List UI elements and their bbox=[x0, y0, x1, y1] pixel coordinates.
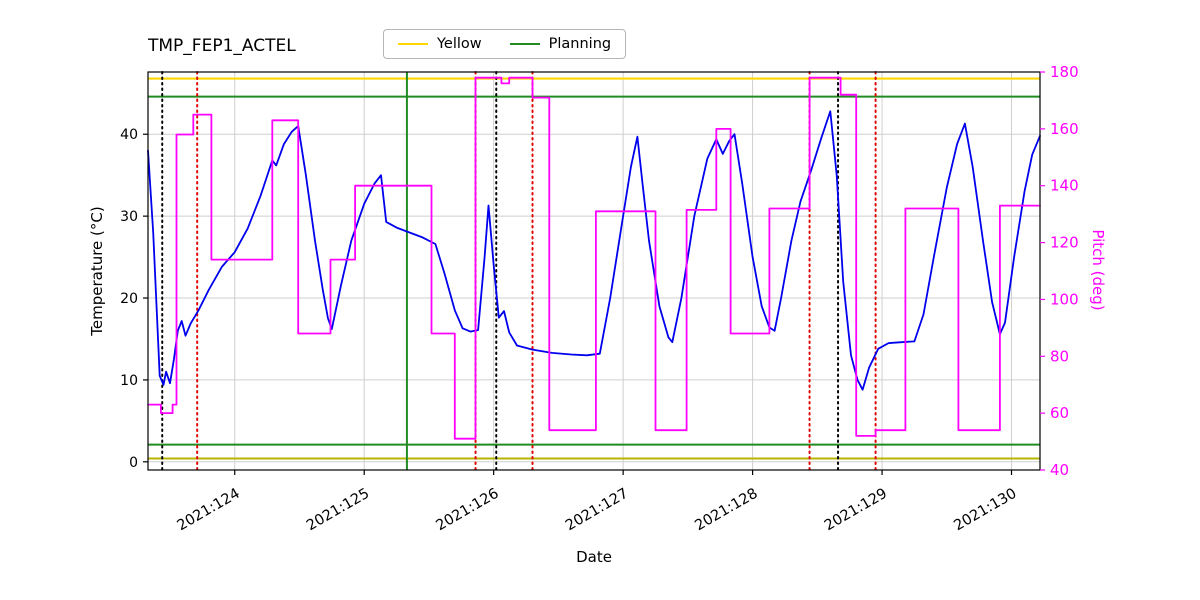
x-tick-label: 2021:129 bbox=[822, 486, 890, 535]
x-tick-label: 2021:127 bbox=[563, 486, 631, 535]
legend-label-yellow: Yellow bbox=[437, 36, 482, 52]
y-tick-label-right: 100 bbox=[1050, 290, 1079, 308]
y-tick-label-right: 80 bbox=[1050, 347, 1069, 365]
y-axis-label-left: Temperature (°C) bbox=[88, 206, 106, 336]
y-tick-label-right: 180 bbox=[1050, 63, 1079, 81]
x-tick-label: 2021:130 bbox=[951, 486, 1019, 535]
planning-line-icon bbox=[509, 43, 540, 45]
axes-spines bbox=[147, 71, 1041, 471]
pitch-line bbox=[147, 76, 1041, 440]
y-tick-label-left: 20 bbox=[120, 291, 138, 307]
x-axis-label: Date bbox=[576, 548, 612, 566]
y-tick-label-right: 120 bbox=[1050, 234, 1079, 252]
y-tick-label-right: 60 bbox=[1050, 404, 1069, 422]
y-axis-label-right: Pitch (deg) bbox=[1089, 229, 1107, 311]
legend-item-yellow: Yellow bbox=[398, 36, 482, 52]
y-tick-label-left: 30 bbox=[120, 209, 138, 225]
y-tick-label-left: 40 bbox=[120, 127, 138, 143]
y-tick-label-right: 140 bbox=[1050, 177, 1079, 195]
y-tick-label-left: 0 bbox=[129, 455, 138, 471]
temperature-line bbox=[147, 110, 1041, 391]
x-tick-label: 2021:128 bbox=[692, 486, 760, 535]
legend-item-planning: Planning bbox=[509, 36, 612, 52]
chart-title: TMP_FEP1_ACTEL bbox=[148, 36, 296, 56]
legend-label-planning: Planning bbox=[548, 36, 612, 52]
y-tick-label-left: 10 bbox=[120, 373, 138, 389]
yellow-line-icon bbox=[398, 43, 428, 45]
legend: Yellow Planning bbox=[383, 29, 627, 59]
x-tick-label: 2021:124 bbox=[175, 486, 243, 535]
plot-background bbox=[148, 72, 1040, 470]
x-tick-label: 2021:125 bbox=[304, 486, 372, 535]
y-tick-label-right: 40 bbox=[1050, 461, 1069, 479]
x-tick-label: 2021:126 bbox=[434, 486, 502, 535]
y-tick-label-right: 160 bbox=[1050, 120, 1079, 138]
